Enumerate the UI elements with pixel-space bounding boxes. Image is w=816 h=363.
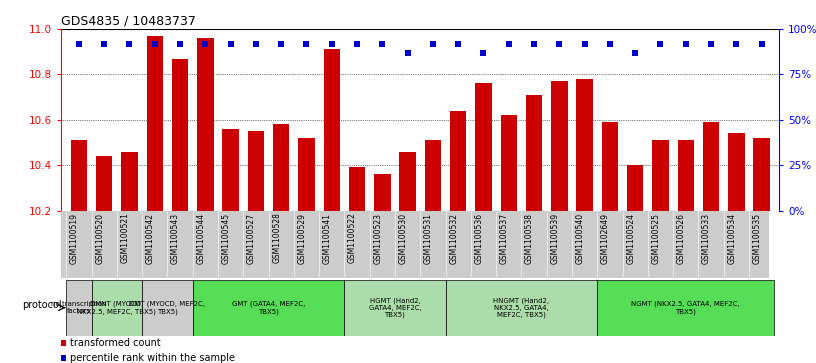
Text: GSM1100543: GSM1100543 — [171, 213, 180, 264]
Bar — [71, 140, 87, 211]
Bar — [323, 49, 340, 211]
Text: GSM1100538: GSM1100538 — [525, 213, 534, 264]
Bar — [348, 167, 366, 211]
Text: GSM1100526: GSM1100526 — [676, 213, 685, 264]
Bar — [374, 174, 391, 211]
Text: GSM1100531: GSM1100531 — [424, 213, 432, 264]
Bar — [344, 280, 446, 336]
Bar — [526, 95, 543, 211]
Bar — [96, 156, 113, 211]
Text: GSM1100520: GSM1100520 — [95, 213, 104, 264]
Bar — [753, 138, 769, 211]
Text: GSM1100535: GSM1100535 — [752, 213, 761, 264]
Bar — [677, 140, 694, 211]
Bar — [91, 280, 142, 336]
Bar — [703, 122, 719, 211]
Text: no transcription
factors: no transcription factors — [51, 301, 107, 314]
Text: GSM1100539: GSM1100539 — [550, 213, 559, 264]
Bar — [601, 122, 618, 211]
Text: GSM1100529: GSM1100529 — [298, 213, 307, 264]
Text: HGMT (Hand2,
GATA4, MEF2C,
TBX5): HGMT (Hand2, GATA4, MEF2C, TBX5) — [369, 297, 421, 318]
Text: GSM1100542: GSM1100542 — [146, 213, 155, 264]
Bar — [728, 133, 744, 211]
Text: GSM1100528: GSM1100528 — [273, 213, 282, 264]
Bar — [122, 151, 138, 211]
Text: GSM1100533: GSM1100533 — [702, 213, 711, 264]
Text: percentile rank within the sample: percentile rank within the sample — [70, 353, 235, 363]
Text: GSM1100534: GSM1100534 — [727, 213, 736, 264]
Text: NGMT (NKX2.5, GATA4, MEF2C,
TBX5): NGMT (NKX2.5, GATA4, MEF2C, TBX5) — [632, 301, 740, 315]
Text: GSM1100527: GSM1100527 — [247, 213, 256, 264]
Text: GSM1100532: GSM1100532 — [449, 213, 458, 264]
Text: GSM1100525: GSM1100525 — [651, 213, 660, 264]
Text: GDS4835 / 10483737: GDS4835 / 10483737 — [61, 15, 196, 28]
Text: GSM1100521: GSM1100521 — [121, 213, 130, 264]
Bar — [197, 38, 214, 211]
Bar — [424, 140, 441, 211]
Text: GSM1100524: GSM1100524 — [626, 213, 635, 264]
Text: GSM1100541: GSM1100541 — [323, 213, 332, 264]
Text: GMT (GATA4, MEF2C,
TBX5): GMT (GATA4, MEF2C, TBX5) — [232, 301, 305, 315]
Text: GSM1100519: GSM1100519 — [70, 213, 79, 264]
Bar — [193, 280, 344, 336]
Bar — [500, 115, 517, 211]
Text: GSM1100536: GSM1100536 — [474, 213, 483, 264]
Text: GSM1100545: GSM1100545 — [222, 213, 231, 264]
Bar — [475, 83, 492, 211]
Text: GSM1100523: GSM1100523 — [373, 213, 383, 264]
Bar — [147, 36, 163, 211]
Bar — [172, 58, 188, 211]
Text: transformed count: transformed count — [70, 338, 161, 348]
Bar — [399, 151, 416, 211]
Bar — [597, 280, 774, 336]
Bar — [652, 140, 668, 211]
Text: DMT (MYOCD, MEF2C,
TBX5): DMT (MYOCD, MEF2C, TBX5) — [130, 301, 206, 315]
Bar — [66, 280, 91, 336]
Bar — [223, 129, 239, 211]
Text: GSM1100544: GSM1100544 — [197, 213, 206, 264]
Text: HNGMT (Hand2,
NKX2.5, GATA4,
MEF2C, TBX5): HNGMT (Hand2, NKX2.5, GATA4, MEF2C, TBX5… — [494, 297, 549, 318]
Bar — [551, 81, 567, 211]
Bar — [627, 165, 643, 211]
Text: protocol: protocol — [22, 300, 62, 310]
Text: GSM1100540: GSM1100540 — [575, 213, 584, 264]
Bar — [298, 138, 315, 211]
Text: GSM1100530: GSM1100530 — [398, 213, 408, 264]
Bar — [576, 79, 592, 211]
Bar — [450, 111, 467, 211]
Text: GSM1100537: GSM1100537 — [499, 213, 508, 264]
Bar — [248, 131, 264, 211]
Text: DMNT (MYOCD,
NKX2.5, MEF2C, TBX5): DMNT (MYOCD, NKX2.5, MEF2C, TBX5) — [78, 301, 156, 315]
Text: GSM1102649: GSM1102649 — [601, 213, 610, 264]
Text: GSM1100522: GSM1100522 — [348, 213, 357, 264]
Bar — [273, 124, 290, 211]
Bar — [142, 280, 193, 336]
Bar — [446, 280, 597, 336]
